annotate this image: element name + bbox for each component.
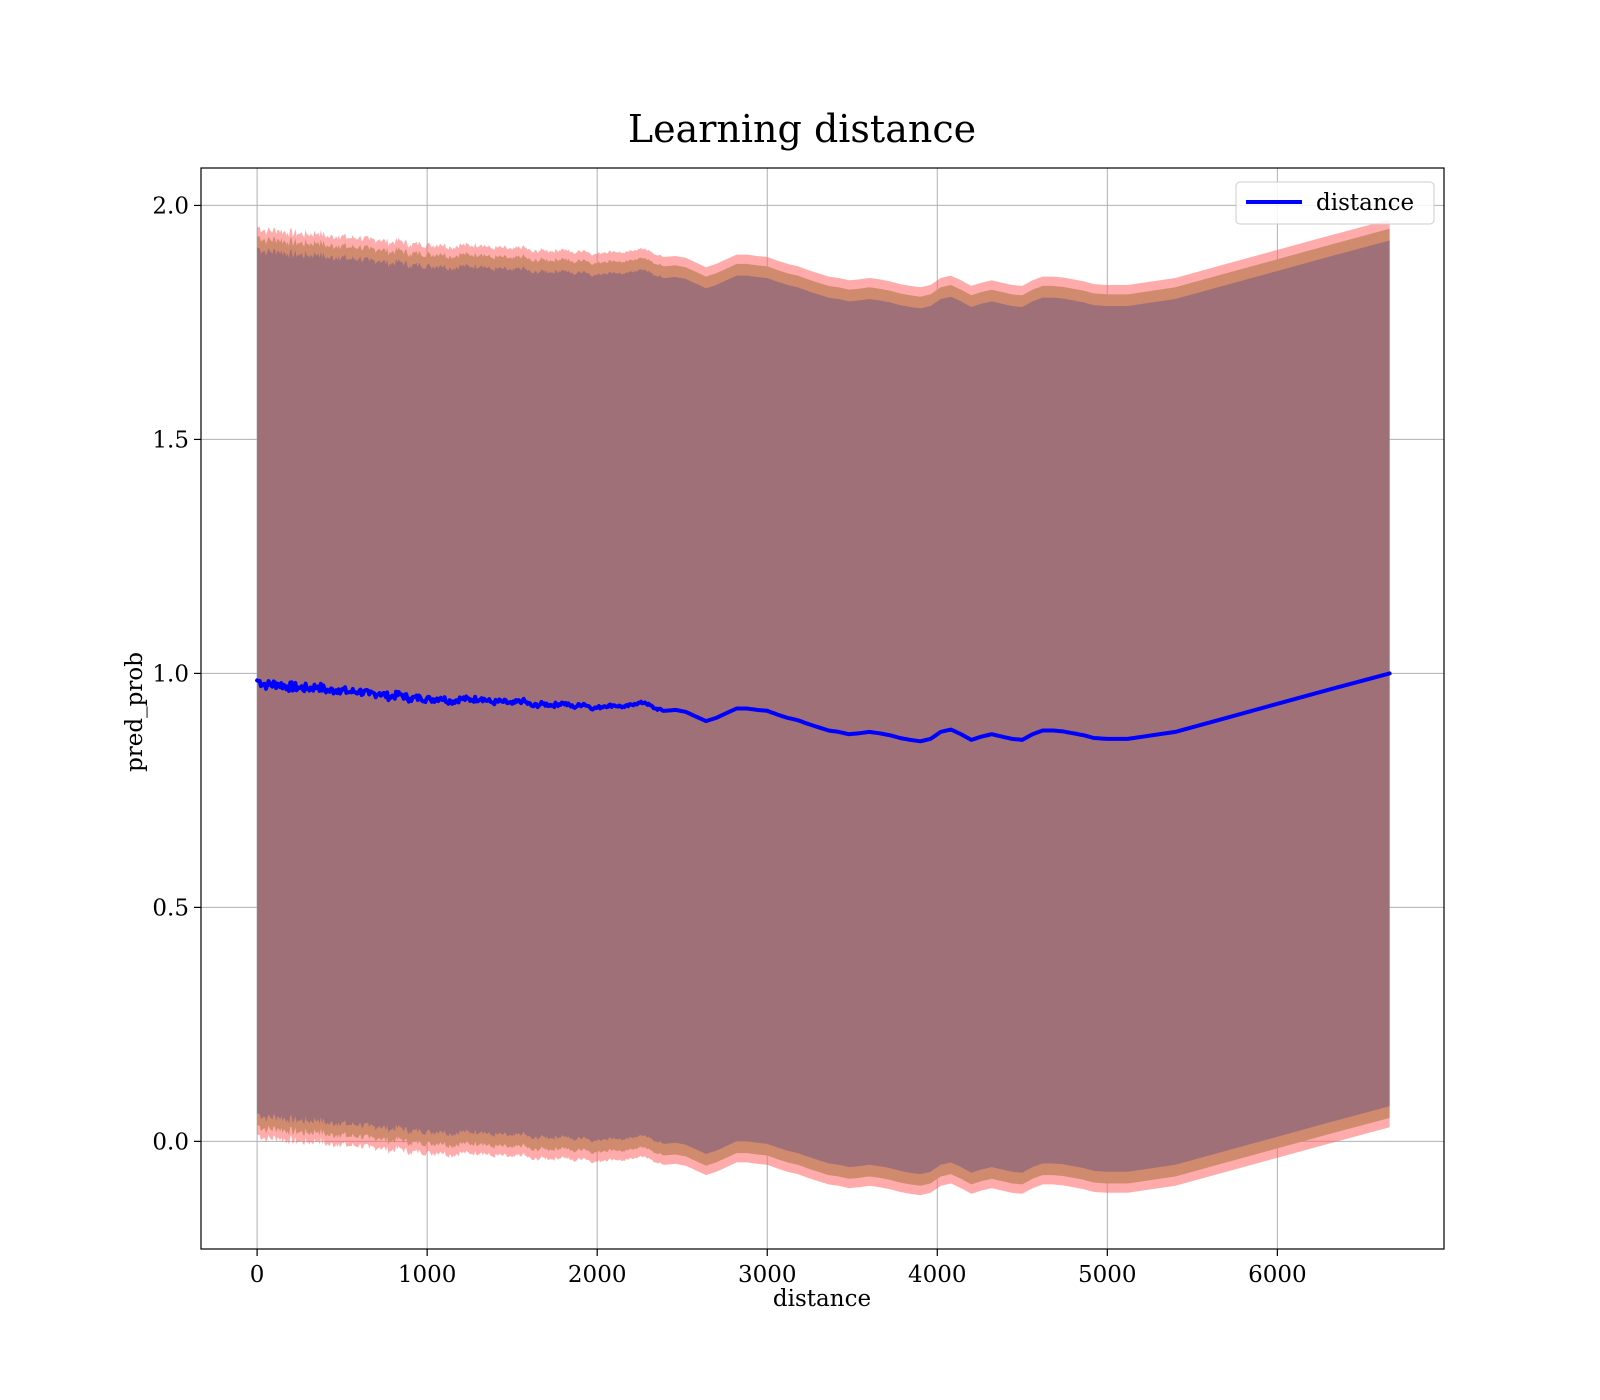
x-tick-label: 4000 — [908, 1262, 967, 1288]
x-tick-label: 2000 — [568, 1262, 627, 1288]
x-tick-label: 1000 — [398, 1262, 457, 1288]
uncertainty-bands — [257, 219, 1390, 1196]
y-axis-label: pred_prob — [122, 652, 148, 772]
y-tick-label: 1.5 — [152, 427, 189, 453]
x-tick-label: 3000 — [738, 1262, 797, 1288]
axis-ticks: 0 1000 2000 3000 4000 5000 6000 0.0 0.5 1.0 1.5 2.0 — [152, 193, 1306, 1288]
plot-frame — [200, 167, 1445, 1250]
x-axis-label: distance — [773, 1286, 871, 1312]
y-tick-label: 0.5 — [152, 895, 189, 921]
legend-box — [1235, 181, 1435, 225]
chart-title: Learning distance — [628, 107, 976, 151]
y-tick-label: 0.0 — [152, 1129, 189, 1155]
legend-label: distance — [1316, 190, 1414, 216]
x-tick-label: 0 — [250, 1262, 265, 1288]
band-inner — [257, 240, 1390, 1175]
y-tick-label: 1.0 — [152, 661, 189, 687]
legend: distance — [1235, 181, 1435, 225]
series-lines — [255, 671, 1392, 744]
y-tick-label: 2.0 — [152, 193, 189, 219]
x-tick-label: 5000 — [1078, 1262, 1137, 1288]
x-tick-label: 6000 — [1248, 1262, 1307, 1288]
series-line-distance — [255, 671, 1392, 744]
